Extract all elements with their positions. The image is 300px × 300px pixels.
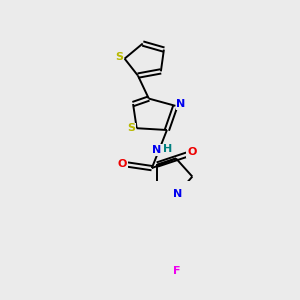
Text: S: S (127, 123, 135, 133)
Text: N: N (176, 99, 185, 109)
Text: O: O (187, 147, 196, 158)
Text: N: N (173, 189, 182, 199)
Text: S: S (115, 52, 123, 62)
Text: O: O (118, 159, 127, 169)
Text: N: N (152, 145, 161, 155)
Text: H: H (163, 144, 172, 154)
Text: F: F (173, 266, 181, 276)
